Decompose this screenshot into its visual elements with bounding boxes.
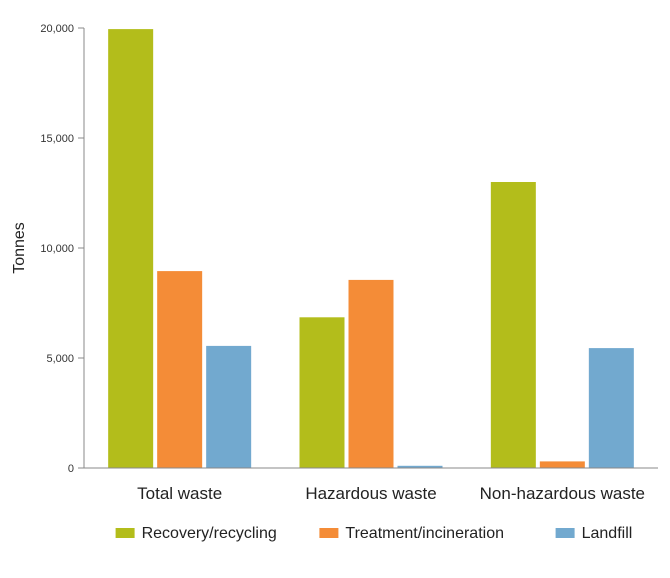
y-tick-label: 0 — [68, 463, 74, 475]
y-tick-label: 20,000 — [40, 23, 74, 35]
bar — [539, 461, 585, 468]
legend-swatch — [115, 528, 135, 538]
bar — [490, 182, 536, 468]
legend-label: Landfill — [582, 525, 633, 542]
x-category-label: Hazardous waste — [305, 484, 436, 503]
legend-label: Treatment/incineration — [345, 525, 504, 542]
legend-swatch — [555, 528, 575, 538]
bar — [397, 465, 443, 468]
legend-swatch — [319, 528, 339, 538]
legend: Recovery/recycling Treatment/incineration… — [115, 525, 633, 542]
y-tick-label: 10,000 — [40, 243, 74, 255]
bar — [299, 317, 345, 468]
bar — [206, 345, 252, 468]
x-category-label: Non-hazardous waste — [480, 484, 645, 503]
x-axis: Total waste Hazardous waste Non-hazardous … — [84, 467, 658, 503]
y-tick-label: 5,000 — [46, 353, 74, 365]
legend-label: Recovery/recycling — [142, 525, 277, 542]
y-axis-title: Tonnes — [11, 222, 28, 274]
bar — [157, 271, 203, 468]
y-tick-label: 15,000 — [40, 133, 74, 145]
x-category-label: Total waste — [137, 484, 222, 503]
bar — [348, 279, 394, 468]
bar — [588, 348, 634, 468]
bar — [108, 29, 154, 468]
bars-group — [108, 29, 634, 468]
y-axis: 0 5,000 10,000 15,000 20,000 — [40, 23, 85, 475]
